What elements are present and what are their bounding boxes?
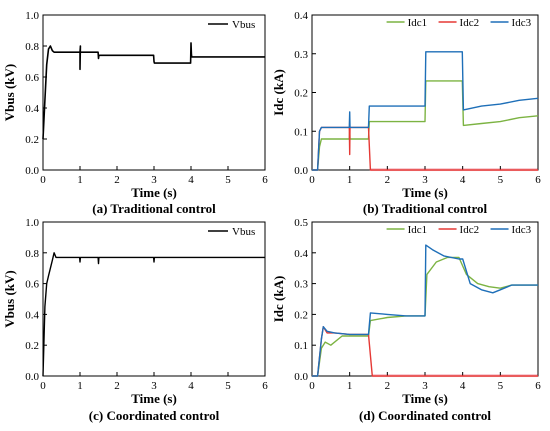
legend-label-idc3: Idc3 <box>512 224 532 236</box>
y-tick-label: 0.4 <box>25 309 39 321</box>
y-tick-label: 0.6 <box>25 72 39 84</box>
panel-caption: (c) Coordinated control <box>89 408 220 423</box>
y-tick-label: 0.3 <box>294 49 308 61</box>
y-tick-label: 0.1 <box>294 126 308 138</box>
y-tick-label: 0.4 <box>294 10 308 22</box>
y-axis-label: Vbus (kV) <box>2 64 17 121</box>
plot-frame <box>42 221 266 377</box>
plot-frame <box>42 14 266 171</box>
x-tick-label: 3 <box>151 380 157 392</box>
x-axis-label: Time (s) <box>131 391 177 406</box>
x-tick-label: 0 <box>40 380 46 392</box>
panel-caption: (a) Traditional control <box>92 201 216 216</box>
chart-panel-3: 0 1 2 3 4 5 6 0.0 0.1 0.2 0.3 0.4 0.5 Time (s) Idc (kA… <box>271 217 541 423</box>
y-axis-label: Vbus (kV) <box>2 270 17 327</box>
y-tick-label: 0.3 <box>294 279 308 291</box>
y-tick-label: 1.0 <box>25 10 39 22</box>
x-axis-label: Time (s) <box>131 185 177 200</box>
x-tick-label: 6 <box>262 174 268 186</box>
x-tick-label: 5 <box>498 174 504 186</box>
series-line-vbus <box>42 42 265 140</box>
y-tick-label: 0.1 <box>294 340 308 352</box>
x-tick-label: 2 <box>114 380 120 392</box>
y-tick-label: 0.6 <box>25 279 39 291</box>
x-tick-label: 6 <box>262 380 268 392</box>
legend-label: Vbus <box>232 19 255 31</box>
x-tick-label: 6 <box>535 174 541 186</box>
y-tick-label: 0.0 <box>25 165 39 177</box>
chart-panel-1: 0 1 2 3 4 5 6 0.0 0.1 0.2 0.3 0.4 Time (s) Idc (kA) (b… <box>271 10 541 216</box>
chart-panel-2: 0 1 2 3 4 5 6 0.0 0.2 0.4 0.6 0.8 1.0 Time (s) Vbus (k… <box>2 217 268 423</box>
y-tick-label: 0.0 <box>294 371 308 383</box>
series-line-idc3 <box>312 244 538 377</box>
legend-label: Vbus <box>232 226 255 238</box>
x-tick-label: 4 <box>460 174 466 186</box>
chart-panel-0: 0 1 2 3 4 5 6 0.0 0.2 0.4 0.6 0.8 1.0 Time (s) Vbus (k… <box>2 10 268 216</box>
x-tick-label: 0 <box>309 174 315 186</box>
x-axis-label: Time (s) <box>402 185 448 200</box>
x-tick-label: 5 <box>498 380 504 392</box>
y-tick-label: 0.8 <box>25 248 39 260</box>
y-tick-label: 0.0 <box>294 165 308 177</box>
y-tick-label: 0.0 <box>25 371 39 383</box>
y-tick-label: 0.5 <box>294 217 308 229</box>
y-tick-label: 0.4 <box>25 103 39 115</box>
y-tick-label: 1.0 <box>25 217 39 229</box>
legend-label-idc1: Idc1 <box>408 17 428 29</box>
y-axis-label: Idc (kA) <box>271 69 286 116</box>
x-tick-label: 1 <box>347 174 353 186</box>
x-tick-label: 5 <box>225 174 231 186</box>
x-tick-label: 4 <box>188 380 194 392</box>
legend-label-idc1: Idc1 <box>408 224 428 236</box>
series-line-vbus <box>42 252 265 377</box>
x-tick-label: 2 <box>385 174 391 186</box>
x-tick-label: 1 <box>77 174 83 186</box>
x-tick-label: 0 <box>309 380 315 392</box>
x-axis-label: Time (s) <box>402 391 448 406</box>
x-tick-label: 3 <box>422 174 428 186</box>
y-tick-label: 0.2 <box>25 340 39 352</box>
x-tick-label: 2 <box>114 174 120 186</box>
panel-caption: (b) Traditional control <box>363 201 488 216</box>
legend-label-idc2: Idc2 <box>460 17 480 29</box>
x-tick-label: 3 <box>151 174 157 186</box>
panel-caption: (d) Coordinated control <box>359 408 491 423</box>
x-tick-label: 2 <box>385 380 391 392</box>
x-tick-label: 1 <box>77 380 83 392</box>
y-tick-label: 0.8 <box>25 41 39 53</box>
x-tick-label: 4 <box>460 380 466 392</box>
y-tick-label: 0.4 <box>294 248 308 260</box>
y-axis-label: Idc (kA) <box>271 276 286 323</box>
x-tick-label: 1 <box>347 380 353 392</box>
x-tick-label: 5 <box>225 380 231 392</box>
y-tick-label: 0.2 <box>294 88 308 100</box>
x-tick-label: 4 <box>188 174 194 186</box>
series-line-idc2 <box>312 126 538 171</box>
series-line-idc3 <box>312 51 539 171</box>
x-tick-label: 0 <box>40 174 46 186</box>
y-tick-label: 0.2 <box>294 309 308 321</box>
y-tick-label: 0.2 <box>25 134 39 146</box>
legend-label-idc3: Idc3 <box>512 17 532 29</box>
x-tick-label: 6 <box>535 380 541 392</box>
legend-label-idc2: Idc2 <box>460 224 480 236</box>
x-tick-label: 3 <box>422 380 428 392</box>
